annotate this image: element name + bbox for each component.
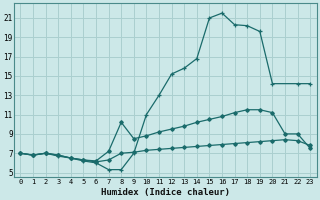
- X-axis label: Humidex (Indice chaleur): Humidex (Indice chaleur): [101, 188, 230, 197]
